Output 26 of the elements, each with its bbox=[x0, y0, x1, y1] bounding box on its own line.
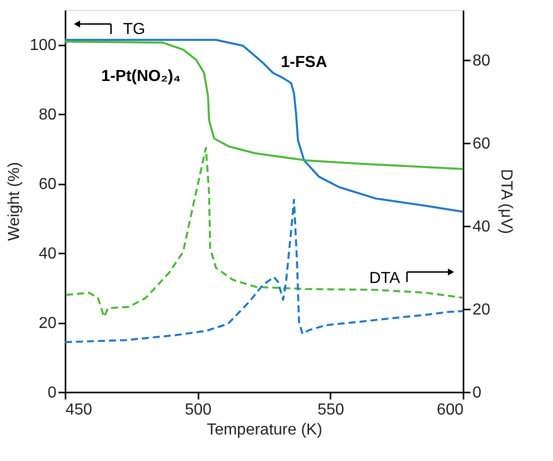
y2-tick-label: 80 bbox=[472, 52, 490, 70]
series-label: 1-FSA bbox=[280, 54, 328, 71]
x-tick-label: 600 bbox=[436, 402, 464, 418]
y2-axis-title: DTA (μV) bbox=[497, 169, 514, 234]
y2-tick-label: 0 bbox=[472, 384, 482, 402]
line-series bbox=[65, 146, 464, 318]
annotation: TG bbox=[123, 21, 146, 38]
y-tick-label: 80 bbox=[38, 106, 57, 124]
y2-tick-label: 20 bbox=[472, 301, 490, 318]
line-series bbox=[64, 198, 464, 344]
y-tick-label: 40 bbox=[38, 246, 57, 263]
y-tick-label: 20 bbox=[38, 315, 57, 332]
y-tick-label: 60 bbox=[38, 176, 57, 194]
line-series bbox=[64, 38, 464, 213]
y2-tick-label: 60 bbox=[472, 135, 490, 152]
y2-tick-label: 40 bbox=[472, 218, 490, 236]
y-tick-label: 0 bbox=[48, 384, 57, 402]
x-tick-label: 450 bbox=[66, 402, 92, 418]
line-series bbox=[64, 40, 464, 170]
y-tick-label: 100 bbox=[30, 37, 57, 54]
x-tick-label: 550 bbox=[317, 402, 344, 418]
x-axis-title: Temperature (K) bbox=[206, 422, 322, 438]
y-axis-title: Weight (%) bbox=[6, 162, 23, 241]
x-tick-label: 500 bbox=[184, 402, 212, 418]
annotation: DTA bbox=[369, 270, 400, 287]
series-label: 1-Pt(NO₂)₄ bbox=[101, 68, 181, 85]
